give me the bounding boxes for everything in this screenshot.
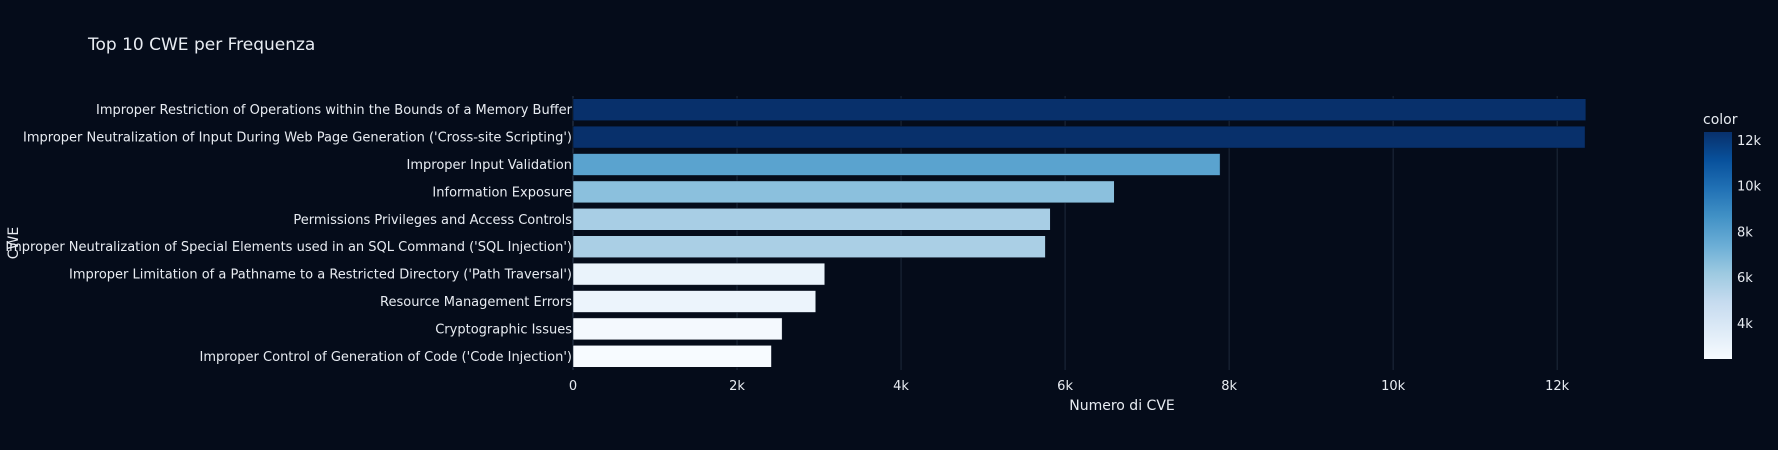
y-tick-label: Resource Management Errors xyxy=(380,295,572,310)
y-tick-label: Information Exposure xyxy=(432,185,572,200)
y-axis-title: CWE xyxy=(6,227,22,259)
colorbar-tick-label: 6k xyxy=(1737,271,1753,286)
x-tick-label: 2k xyxy=(729,379,745,394)
x-tick-label: 8k xyxy=(1221,379,1237,394)
colorbar-tick-label: 8k xyxy=(1737,225,1753,240)
bar xyxy=(572,317,783,341)
bar xyxy=(572,235,1046,258)
y-tick-label: Permissions Privileges and Access Contro… xyxy=(293,213,572,228)
colorbar-tick-label: 10k xyxy=(1737,180,1762,195)
y-tick-label: Improper Restriction of Operations withi… xyxy=(96,103,573,118)
x-tick-labels: 0 2k 4k 6k 8k 10k 12k xyxy=(569,379,1570,394)
y-tick-label: Improper Neutralization of Input During … xyxy=(23,131,572,146)
x-tick-label: 6k xyxy=(1057,379,1073,394)
bars xyxy=(572,98,1587,368)
colorbar-title: color xyxy=(1703,112,1738,128)
x-axis-title: Numero di CVE xyxy=(1069,398,1175,414)
colorbar-gradient xyxy=(1704,132,1732,359)
chart-title: Top 10 CWE per Frequenza xyxy=(87,35,315,55)
y-tick-label: Improper Control of Generation of Code (… xyxy=(200,350,572,365)
y-tick-labels: Improper Restriction of Operations withi… xyxy=(5,103,572,365)
y-tick-label: Improper Input Validation xyxy=(407,158,572,173)
bar xyxy=(572,262,826,286)
bar xyxy=(572,345,772,368)
colorbar-tick-label: 12k xyxy=(1737,134,1762,149)
x-tick-label: 12k xyxy=(1545,379,1570,394)
bar xyxy=(572,208,1051,231)
y-tick-label: Improper Neutralization of Special Eleme… xyxy=(5,240,572,255)
y-tick-label: Improper Limitation of a Pathname to a R… xyxy=(69,268,572,283)
y-tick-label: Cryptographic Issues xyxy=(435,322,572,337)
x-tick-label: 10k xyxy=(1381,379,1406,394)
colorbar-tick-labels: 4k 6k 8k 10k 12k xyxy=(1737,134,1762,332)
bar xyxy=(572,180,1115,204)
bar xyxy=(572,290,817,313)
colorbar: color 4k 6k 8k 10k 12k xyxy=(1703,112,1762,359)
x-tick-label: 0 xyxy=(569,379,577,394)
colorbar-tick-label: 4k xyxy=(1737,317,1753,332)
bar xyxy=(572,153,1221,176)
bar xyxy=(572,98,1587,121)
x-tick-label: 4k xyxy=(893,379,909,394)
bar xyxy=(572,125,1586,149)
